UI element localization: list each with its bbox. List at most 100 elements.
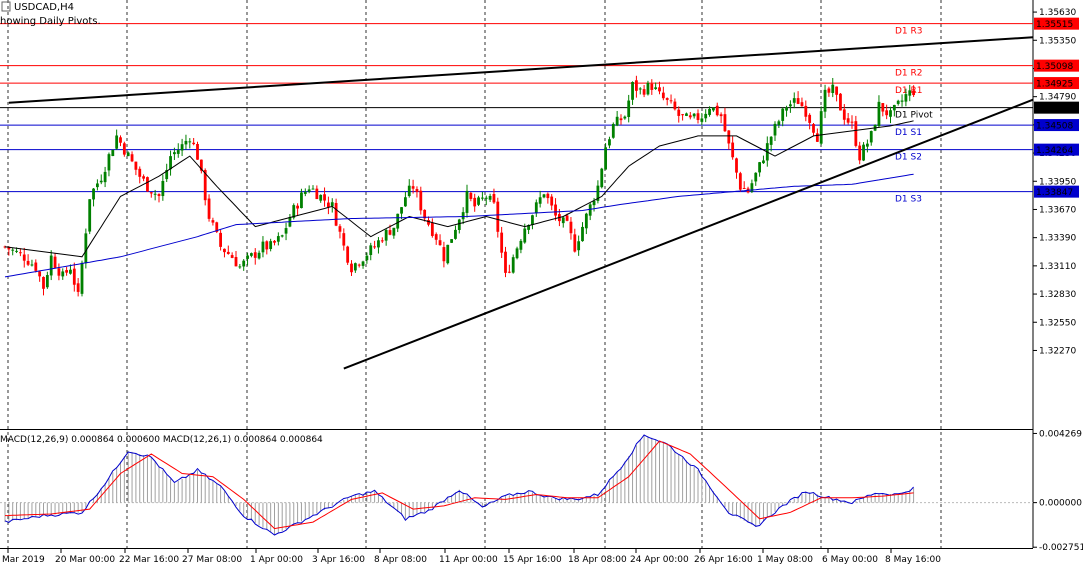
candle-body xyxy=(207,198,211,219)
price-tick-label: 1.33670 xyxy=(1039,205,1076,215)
price-tags: 1.35515 1.35098 1.34925 1.34681 1.34508 1.342… xyxy=(1034,17,1079,198)
candle-body xyxy=(515,248,519,259)
time-tick-label: 6 May 00:00 xyxy=(822,555,878,565)
candle-body xyxy=(550,196,554,206)
candle-body xyxy=(731,142,735,158)
indicator-note: howing Daily Pivots. xyxy=(0,16,101,27)
grid-lines xyxy=(0,0,1034,549)
candle-body xyxy=(534,202,538,214)
candle-body xyxy=(831,84,835,93)
candle-body xyxy=(392,227,396,236)
candle-body xyxy=(26,260,30,265)
candle-body xyxy=(65,270,68,273)
candle-body xyxy=(57,268,61,276)
candle-body xyxy=(708,108,711,115)
time-tick-label: 1 May 08:00 xyxy=(757,555,813,565)
candle-body xyxy=(692,113,696,117)
macd-title: MACD(12,26,9) 0.000864 0.000600 MACD(12,… xyxy=(0,435,323,445)
candle-body xyxy=(527,225,530,230)
candle-body xyxy=(473,197,477,207)
candle-body xyxy=(465,190,469,213)
price-tag-label: 1.34681 xyxy=(1036,104,1073,114)
candle-body xyxy=(7,246,11,250)
candle-body xyxy=(427,220,430,225)
candle-body xyxy=(854,121,858,146)
candle-body xyxy=(835,86,838,95)
candle-body xyxy=(369,245,373,256)
candle-body xyxy=(531,215,534,226)
candle-body xyxy=(246,255,249,259)
candle-body xyxy=(750,183,754,192)
time-tick-label: 8 May 16:00 xyxy=(885,555,941,565)
candle-body xyxy=(600,168,604,188)
pivot-name: D1 S2 xyxy=(895,153,922,163)
candle-body xyxy=(22,254,26,261)
candle-body xyxy=(800,102,804,107)
price-tick-label: 1.35350 xyxy=(1039,36,1076,46)
candle-body xyxy=(126,152,130,157)
candle-body xyxy=(350,263,353,273)
candle-body xyxy=(588,204,592,216)
candle-body xyxy=(107,154,111,171)
candle-body xyxy=(122,143,126,155)
candle-body xyxy=(561,217,565,224)
candle-body xyxy=(477,197,480,205)
candle-body xyxy=(715,105,719,116)
candle-body xyxy=(519,240,523,250)
price-tick-label: 1.35630 xyxy=(1039,8,1076,18)
candle-body xyxy=(665,98,669,100)
candle-body xyxy=(469,192,473,199)
candle-body xyxy=(92,188,95,200)
candle-body xyxy=(565,215,569,221)
signal-line xyxy=(4,440,914,530)
price-tick-label: 1.32550 xyxy=(1039,318,1076,328)
candle-body xyxy=(481,197,484,199)
candle-body xyxy=(758,162,761,173)
price-tag-bg xyxy=(1034,77,1079,90)
candle-body xyxy=(184,140,188,145)
candle-body xyxy=(862,144,865,161)
candle-body xyxy=(773,123,777,136)
candle-body xyxy=(450,239,453,243)
moving-averages xyxy=(4,120,914,278)
candle-body xyxy=(38,271,42,277)
candle-body xyxy=(735,158,738,173)
candle-body xyxy=(654,87,658,89)
candle-body xyxy=(134,161,138,170)
candle-body xyxy=(149,192,153,194)
candle-body xyxy=(196,143,199,160)
candle-body xyxy=(727,130,731,144)
candle-body xyxy=(388,230,392,235)
candle-body xyxy=(700,118,704,122)
price-tag-bg xyxy=(1034,185,1079,198)
candle-body xyxy=(738,173,742,190)
macd-tick-label: 0.000000 xyxy=(1039,499,1082,509)
candle-body xyxy=(454,229,457,239)
candle-body xyxy=(785,107,788,111)
candle-body xyxy=(681,114,684,116)
candle-body xyxy=(792,98,796,103)
macd-tick-label: 0.004269 xyxy=(1039,429,1082,439)
candle-body xyxy=(685,113,688,116)
candle-body xyxy=(658,87,661,92)
candle-body xyxy=(889,110,892,117)
candle-body xyxy=(111,150,115,157)
candle-body xyxy=(885,110,889,116)
trendline xyxy=(8,36,1034,104)
candle-body xyxy=(15,250,18,252)
price-tick-label: 1.33390 xyxy=(1039,234,1076,244)
time-tick-label: 11 Apr 00:00 xyxy=(439,555,498,565)
candle-body xyxy=(30,264,34,266)
candle-body xyxy=(461,212,465,220)
candle-body xyxy=(84,233,88,264)
candle-body xyxy=(269,241,273,249)
price-tick-label: 1.32270 xyxy=(1039,346,1076,356)
candle-body xyxy=(242,260,246,267)
candle-body xyxy=(42,276,45,289)
candle-body xyxy=(238,266,242,268)
candle-body xyxy=(61,271,65,277)
candle-body xyxy=(850,121,854,123)
candle-body xyxy=(581,226,584,242)
candle-body xyxy=(334,202,338,226)
